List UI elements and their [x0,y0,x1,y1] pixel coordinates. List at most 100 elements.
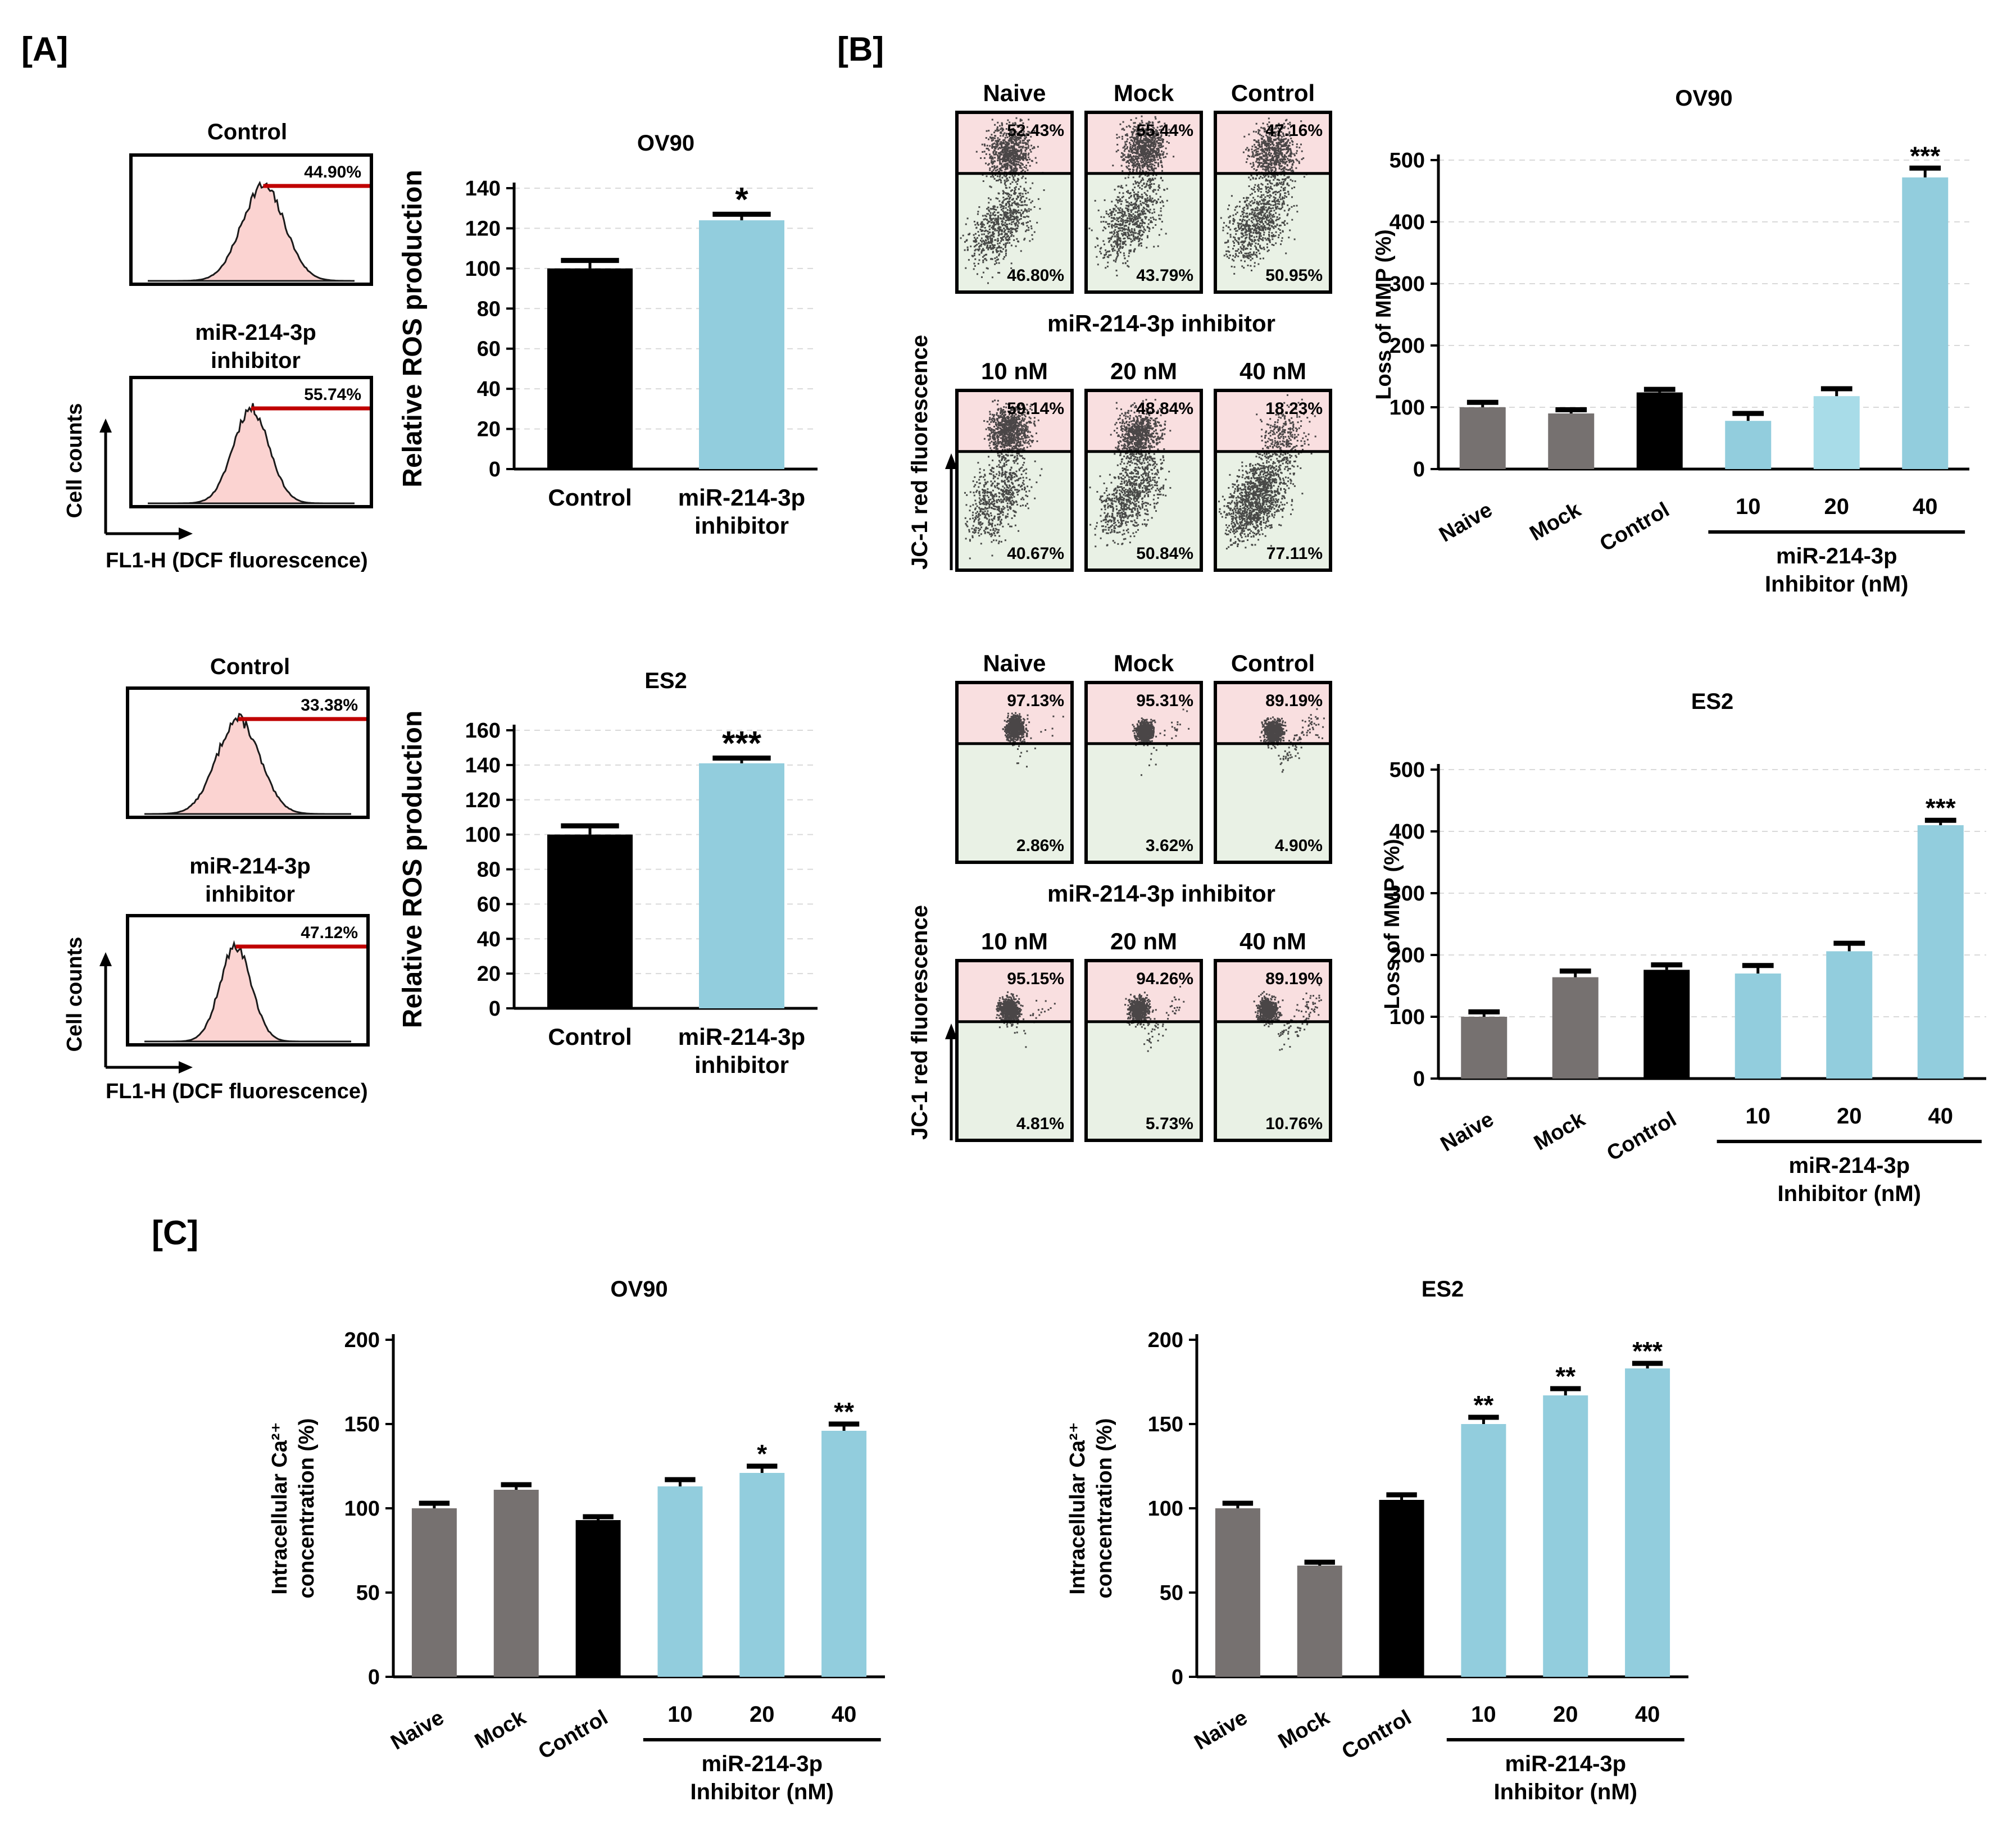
dot-plot-ov90-4: 48.84% 50.84% [1084,389,1203,572]
bar [1917,825,1964,1079]
significance-marker: ** [1474,1390,1494,1420]
bar [699,763,784,1008]
chart-ca_ov90: OV90 0 50 100 150 200 Intracellular Ca²⁺ concen… [268,1277,885,1804]
dot-plot-frame [1084,959,1203,1142]
axis-label-jc1: JC-1 red fluorescence [907,335,932,570]
hist-title-control: Control [210,654,290,679]
y-tick-label: 0 [1413,458,1425,481]
dot-plot-frame [1214,959,1332,1142]
x-category-label: Naive [387,1705,448,1754]
y-tick-label: 500 [1390,149,1425,172]
dot-plot-events [1253,984,1322,1051]
histogram-ov90-control: 44.90% [129,153,373,286]
histogram-curve [144,712,351,815]
x-category-label: Control [1338,1705,1415,1764]
y-axis-label: Loss of MMP (%) [1372,229,1396,399]
hist-title-inhibitor-2: inhibitor [211,348,301,373]
y-tick-label: 200 [1390,944,1425,967]
dot-plot-lower-percent: 10.76% [1265,1115,1323,1133]
inhibitor-group-label: miR-214-3p [1776,544,1897,568]
x-category-label: miR-214-3p [678,484,805,511]
hist-axes-es2: Cell counts FL1-H (DCF fluorescence) [63,937,368,1103]
dot-col-label: Naive [983,650,1046,676]
significance-marker: *** [1632,1336,1663,1366]
dot-plot-upper-percent: 59.14% [1007,399,1064,418]
y-tick-label: 100 [465,824,501,847]
histogram-curve [148,180,355,282]
y-axis-label: concentration (%) [295,1418,319,1599]
x-category-label: 10 [1471,1702,1496,1727]
y-tick-label: 160 [465,719,501,743]
x-category-label: 20 [750,1702,775,1727]
bar [1543,1395,1588,1677]
bar [547,268,633,469]
bar [821,1431,867,1677]
bar [547,834,633,1008]
dot-inhibitor-title: miR-214-3p inhibitor [1047,880,1275,907]
arrow-right-icon [179,527,193,540]
dot-plot-ov90-2: 47.16% 50.95% [1214,111,1332,294]
histogram-ov90-inhibitor: 55.74% [129,376,373,508]
dot-plot-lower-percent: 4.81% [1016,1115,1064,1133]
y-tick-label: 100 [1148,1497,1183,1521]
dot-plot-ov90-5: 18.23% 77.11% [1214,389,1332,572]
x-category-label: 20 [1824,494,1850,519]
axis-label-fl1h: FL1-H (DCF fluorescence) [106,1080,368,1103]
panel-label-a: [A] [21,30,68,68]
x-category-label: 10 [1736,494,1761,519]
x-category-label: Mock [1526,498,1586,545]
x-category-label: Control [1603,1107,1681,1166]
x-category-label: 10 [668,1702,693,1727]
y-tick-label: 400 [1390,211,1425,234]
inhibitor-group-label: Inhibitor (nM) [1778,1181,1921,1206]
dot-col-label: 20 nM [1110,928,1177,954]
axis-label-cell-counts: Cell counts [63,403,87,518]
y-tick-label: 200 [1390,334,1425,358]
dot-plot-frame [955,389,1074,572]
y-tick-label: 100 [344,1497,380,1521]
dot-col-label: 10 nM [981,358,1048,384]
dot-plot-lower-gate [957,743,1072,862]
dot-plot-upper-percent: 95.31% [1136,692,1193,710]
dot-plot-upper-percent: 89.19% [1265,692,1323,710]
y-tick-label: 140 [465,754,501,777]
significance-marker: ** [834,1397,854,1426]
x-category-label: inhibitor [694,1052,789,1078]
y-axis-label: Loss of MMP (%) [1381,839,1404,1009]
y-tick-label: 0 [489,458,501,481]
dot-plot-upper-percent: 18.23% [1265,399,1323,418]
dot-plot-frame [1214,111,1332,294]
dot-plot-lower-gate [1215,1021,1331,1140]
x-category-label: Mock [471,1705,530,1753]
inhibitor-group-label: Inhibitor (nM) [691,1780,834,1804]
dot-plot-events [1124,986,1185,1052]
panel-label-b: [B] [837,30,884,68]
y-tick-label: 140 [465,177,501,201]
dot-plot-events [1002,712,1064,768]
x-category-label: Mock [1530,1107,1590,1155]
dot-plot-lower-percent: 5.73% [1146,1115,1193,1133]
y-tick-label: 0 [368,1666,380,1689]
dot-col-label: 20 nM [1110,358,1177,384]
y-tick-label: 120 [465,217,501,240]
dot-plot-events [1132,708,1190,776]
dot-plot-lower-percent: 40.67% [1007,544,1064,563]
dot-plot-events [1089,399,1172,548]
hist-axes-ov90: Cell counts FL1-H (DCF fluorescence) [63,403,368,572]
x-category-label: 40 [1635,1702,1660,1727]
y-tick-label: 500 [1390,758,1425,782]
x-category-label: inhibitor [694,512,789,539]
bar [1902,177,1949,469]
dot-plot-events [1259,708,1325,773]
dot-plot-lower-percent: 3.62% [1146,836,1193,855]
dot-plot-lower-percent: 50.84% [1136,544,1193,563]
bar [1297,1566,1342,1677]
dot-col-label: Naive [983,80,1046,106]
arrow-up-icon [99,419,112,433]
dot-plot-lower-gate [1086,743,1201,862]
y-axis-label: concentration (%) [1093,1418,1116,1599]
bar [1636,392,1683,469]
histogram-es2-inhibitor: 47.12% [126,914,370,1047]
dot-plot-lower-percent: 77.11% [1266,544,1323,563]
